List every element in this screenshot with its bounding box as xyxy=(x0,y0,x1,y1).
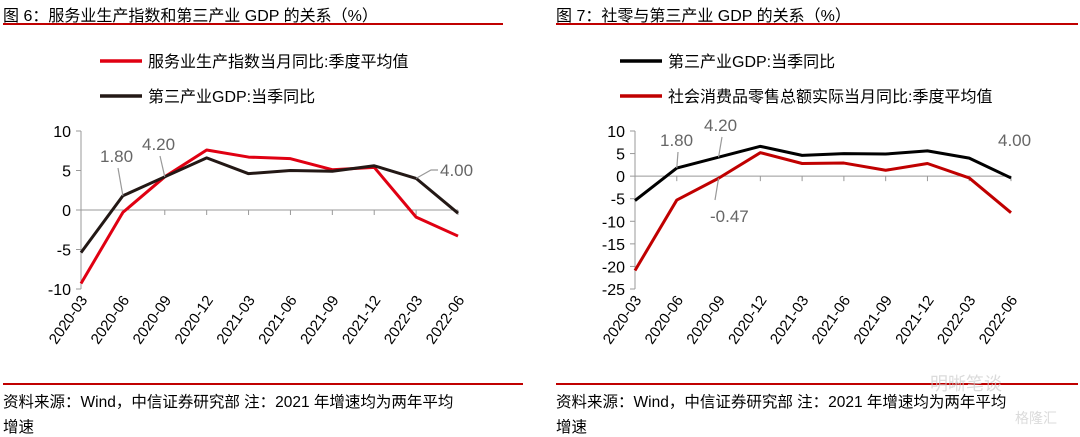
chart1-series-line-2 xyxy=(79,156,459,254)
chart2-annotation-leader xyxy=(714,178,720,201)
chart1-y-tick-label: -5 xyxy=(57,243,71,260)
chart1-source-cont: 增速 xyxy=(3,419,35,436)
chart2-x-tick-label: 2020-12 xyxy=(725,293,771,348)
chart1-data-label: 4.20 xyxy=(142,135,175,154)
chart2-x-tick-label: 2022-03 xyxy=(934,293,980,348)
chart2-data-label: 4.20 xyxy=(704,116,737,135)
chart1-y-tick-label: -10 xyxy=(48,282,71,299)
chart2-y-tick-label: -10 xyxy=(602,214,625,231)
chart1-x-tick-label: 2021-03 xyxy=(213,293,259,348)
chart2-x-tick-label: 2021-12 xyxy=(892,293,938,348)
chart2-annotation-leader xyxy=(676,151,679,169)
chart1-data-label: 4.00 xyxy=(440,161,473,180)
watermark-text: 明晰笔谈 xyxy=(930,374,1002,394)
chart1-annotation-leader xyxy=(117,167,124,196)
chart2-title: 图 7：社零与第三产业 GDP 的关系（%） xyxy=(556,8,851,25)
chart2-x-tick-label: 2020-03 xyxy=(600,293,646,348)
chart1-x-tick-label: 2020-09 xyxy=(130,293,176,348)
chart1-x-tick-label: 2022-03 xyxy=(381,293,427,348)
chart1-title-rule xyxy=(3,23,503,25)
chart1-x-tick-label: 2020-06 xyxy=(88,293,134,348)
chart1-title: 图 6：服务业生产指数和第三产业 GDP 的关系（%） xyxy=(3,8,378,25)
chart2-footer-rule xyxy=(556,383,1078,385)
chart1-y-tick-label: 5 xyxy=(62,164,71,181)
chart1-series-line-1 xyxy=(79,148,459,285)
chart1-annotation-leader xyxy=(415,169,438,179)
chart2-title-rule xyxy=(556,23,1078,25)
chart2-data-label: 4.00 xyxy=(998,131,1031,150)
chart2-y-tick-label: 5 xyxy=(616,147,625,164)
chart2-source-cont: 增速 xyxy=(556,419,588,436)
chart1-y-tick-label: 0 xyxy=(62,203,71,220)
chart1-y-tick-label: 10 xyxy=(53,124,71,141)
chart2-annotation-leader xyxy=(717,136,723,158)
chart1-footer-rule xyxy=(3,383,523,385)
chart2-x-tick-label: 2020-06 xyxy=(642,293,688,348)
chart1-data-label: 1.80 xyxy=(100,147,133,166)
chart2-y-tick-label: -25 xyxy=(602,282,625,299)
chart2-x-tick-label: 2021-03 xyxy=(767,293,813,348)
chart1-x-tick-label: 2021-12 xyxy=(339,293,385,348)
chart2-y-tick-label: 10 xyxy=(607,124,625,141)
chart1-x-tick-label: 2020-03 xyxy=(46,293,92,348)
chart2-series-line-2 xyxy=(633,151,1012,272)
chart1-annotation-leader xyxy=(159,155,166,177)
chart2-y-tick-label: 0 xyxy=(616,169,625,186)
chart1-x-tick-label: 2020-12 xyxy=(171,293,217,348)
chart2-x-tick-label: 2022-06 xyxy=(976,293,1022,348)
chart2-legend-label-2: 社会消费品零售总额实际当月同比:季度平均值 xyxy=(668,88,992,106)
chart2-legend-label-1: 第三产业GDP:当季同比 xyxy=(668,53,835,71)
chart2-x-tick-label: 2020-09 xyxy=(683,293,729,348)
chart1-x-tick-label: 2021-06 xyxy=(255,293,301,348)
watermark-logo: 格隆汇 xyxy=(1015,410,1057,426)
chart2-y-tick-label: -5 xyxy=(611,192,625,209)
chart1-x-tick-label: 2021-09 xyxy=(297,293,343,348)
chart1-legend-label-2: 第三产业GDP:当季同比 xyxy=(148,88,315,106)
chart2-data-label: -0.47 xyxy=(710,207,749,226)
chart2-y-tick-label: -20 xyxy=(602,259,625,276)
chart2-source: 资料来源：Wind，中信证券研究部 注：2021 年增速均为两年平均 xyxy=(556,394,1007,411)
chart1-source: 资料来源：Wind，中信证券研究部 注：2021 年增速均为两年平均 xyxy=(3,394,454,411)
chart2-data-label: 1.80 xyxy=(660,131,693,150)
chart2-x-tick-label: 2021-09 xyxy=(850,293,896,348)
chart2-y-tick-label: -15 xyxy=(602,237,625,254)
chart1-x-tick-label: 2022-06 xyxy=(423,293,469,348)
chart1-legend-label-1: 服务业生产指数当月同比:季度平均值 xyxy=(148,53,408,71)
chart2-series-line-1 xyxy=(634,144,1012,202)
chart2-x-tick-label: 2021-06 xyxy=(809,293,855,348)
